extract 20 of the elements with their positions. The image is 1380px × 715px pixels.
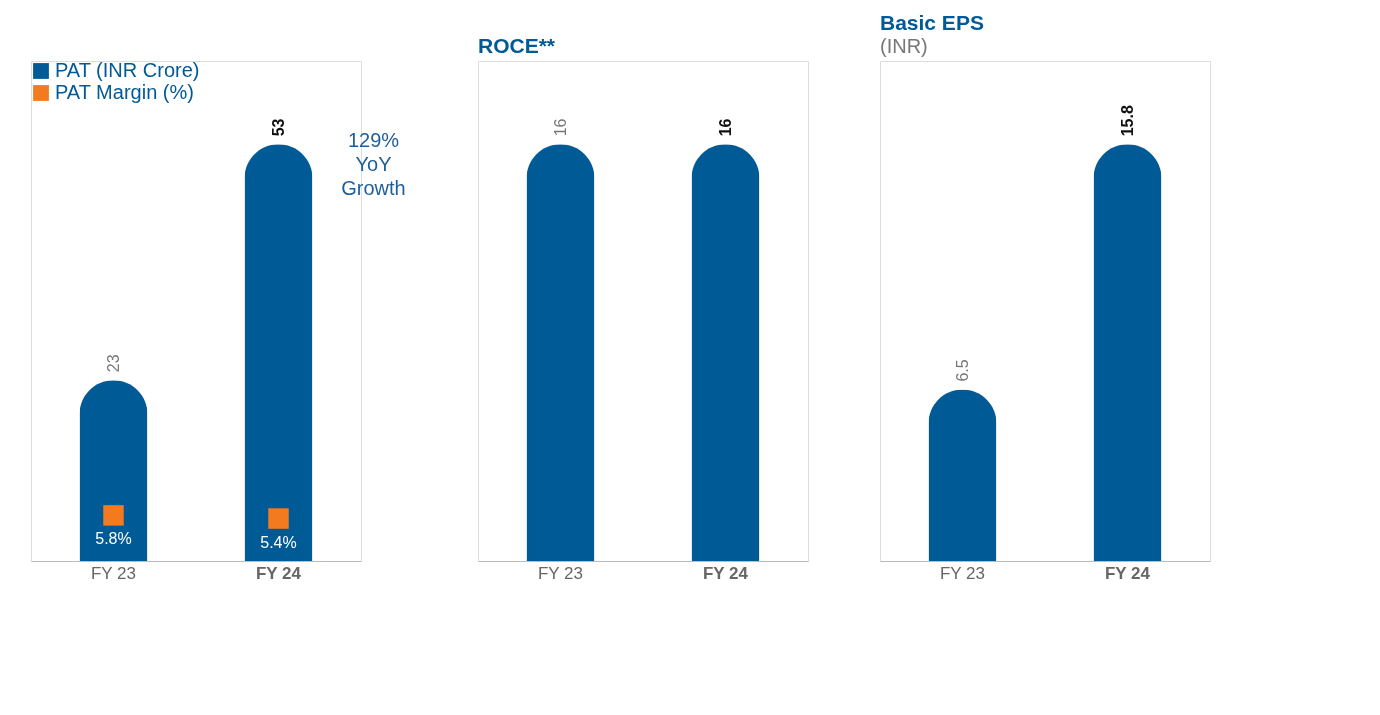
chart-title: ROCE**: [478, 34, 556, 57]
x-tick-label: FY 23: [90, 563, 137, 583]
data-label: 5.8%: [95, 530, 132, 548]
chart-subtitle: (INR): [880, 35, 928, 57]
legend-label: PAT (INR Crore): [55, 59, 200, 81]
annotation: 129% YoY Growth: [341, 129, 406, 199]
x-tick-label: FY 24: [255, 563, 302, 583]
data-label: 6.5: [953, 359, 971, 382]
data-label: 23: [104, 354, 122, 373]
x-tick-label: FY 24: [702, 563, 749, 583]
data-label: 5.4%: [260, 533, 297, 551]
data-label: 15.8: [1118, 105, 1136, 137]
x-tick-label: FY 23: [939, 563, 986, 583]
chart-title: Basic EPS: [880, 11, 984, 34]
data-label: 53: [269, 118, 287, 137]
data-label: 16: [716, 118, 734, 137]
x-tick-label: FY 23: [537, 563, 584, 583]
legend-label: PAT Margin (%): [55, 81, 194, 103]
x-tick-label: FY 24: [1104, 563, 1151, 583]
data-label: 16: [551, 118, 569, 137]
